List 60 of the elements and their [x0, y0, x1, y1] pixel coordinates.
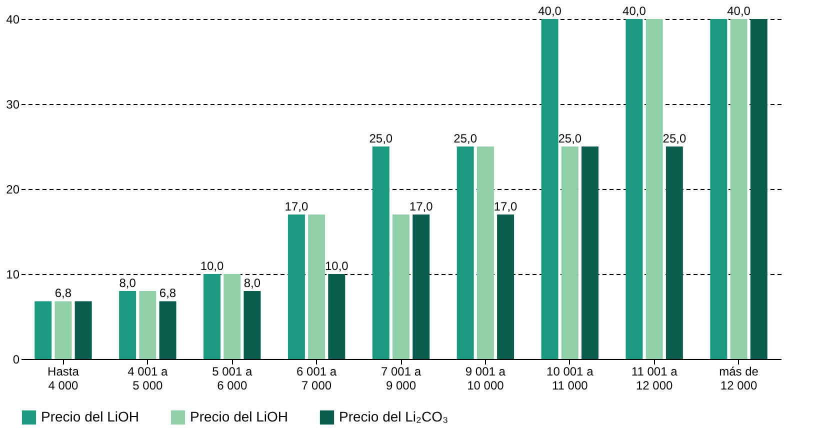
bar	[139, 291, 156, 359]
legend-label: Precio del LiOH	[190, 408, 288, 424]
x-tick-label: Hasta 4 000	[48, 364, 80, 392]
data-label: 8,0	[119, 276, 136, 290]
data-label: 40,0	[727, 4, 751, 18]
x-tick-label: 5 001 a 6 000	[212, 364, 252, 392]
data-label: 6,8	[159, 286, 176, 300]
data-label: 17,0	[409, 200, 434, 214]
bar	[666, 146, 683, 359]
bar	[476, 146, 494, 359]
data-label: 40,0	[622, 4, 646, 18]
bar	[541, 19, 558, 359]
bar	[646, 19, 663, 359]
bar	[288, 214, 305, 359]
bar	[456, 146, 474, 359]
bar	[626, 19, 643, 359]
y-tick-label: 40	[6, 12, 20, 26]
bar	[730, 19, 748, 359]
bar	[224, 274, 241, 359]
bar	[244, 291, 261, 359]
bar	[372, 146, 390, 359]
data-label: 6,8	[54, 286, 72, 300]
x-tick-label: 6 001 a 7 000	[296, 364, 337, 392]
x-tick-label: 7 001 a 9 000	[380, 364, 422, 392]
bar	[328, 274, 346, 359]
bar	[561, 146, 578, 359]
y-tick-label: 30	[6, 98, 20, 112]
data-label: 17,0	[284, 200, 308, 214]
data-label: 40,0	[538, 4, 562, 18]
y-tick-label: 10	[6, 268, 20, 282]
data-label: 10,0	[200, 259, 224, 273]
x-tick-label: 4 001 a 5 000	[128, 364, 168, 392]
data-label: 25,0	[454, 132, 478, 146]
x-tick-label: 9 001 a 10 000	[465, 364, 506, 392]
data-label: 8,0	[244, 276, 261, 290]
data-label: 17,0	[494, 200, 518, 214]
bar	[54, 301, 72, 359]
y-tick-label: 0	[12, 352, 20, 366]
bar	[710, 19, 728, 359]
x-tick-label: 10 001 a 11 000	[546, 364, 594, 392]
bar	[392, 214, 410, 359]
bar	[750, 19, 768, 359]
legend-label: Precio del Li₂CO₃	[339, 408, 448, 424]
bar	[119, 291, 136, 359]
data-label: 25,0	[369, 132, 393, 146]
data-label: 10,0	[324, 259, 349, 273]
x-tick-label: 11 001 a 12 000	[631, 364, 678, 392]
bar	[581, 146, 598, 359]
bar	[159, 301, 176, 359]
bar	[74, 301, 92, 359]
x-tick-label: más de 12 000	[719, 364, 759, 392]
bar	[412, 214, 430, 359]
bar	[204, 274, 221, 359]
bar	[308, 214, 326, 359]
bar	[497, 214, 514, 359]
data-label: 25,0	[558, 132, 582, 146]
legend-label: Precio del LiOH	[41, 408, 140, 424]
data-label: 25,0	[662, 132, 686, 146]
bar	[34, 301, 52, 359]
y-tick-label: 20	[6, 182, 20, 196]
